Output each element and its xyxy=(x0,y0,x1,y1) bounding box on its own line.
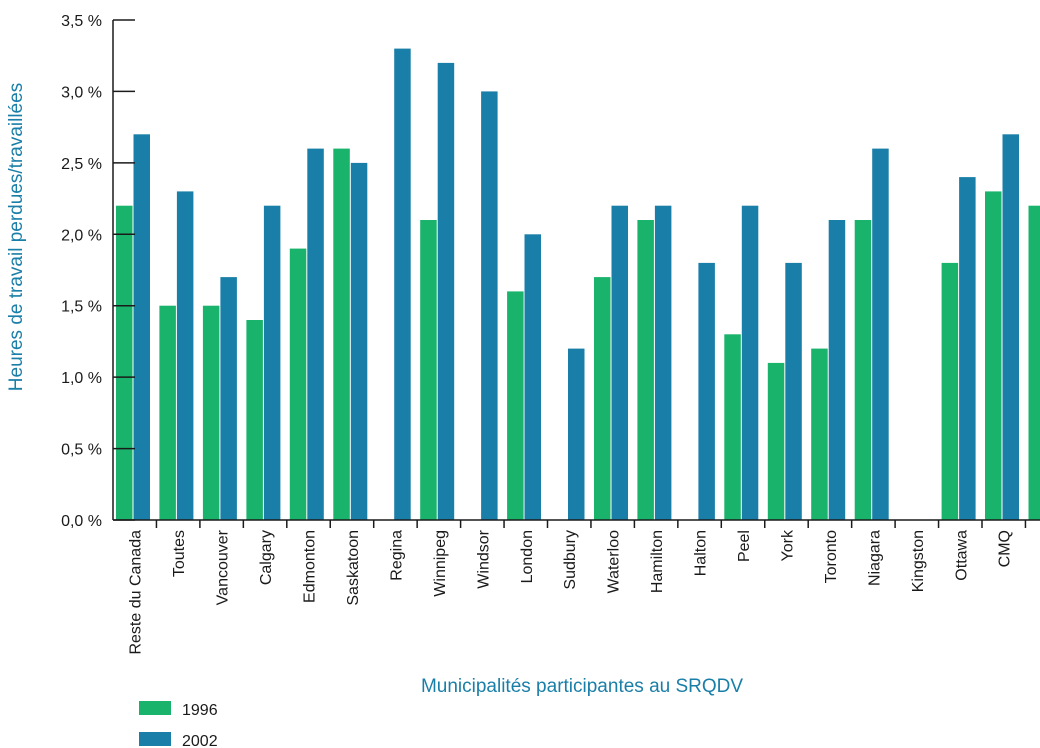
bar-1996-cmq xyxy=(985,191,1002,520)
bar-1996-peel xyxy=(724,334,741,520)
bar-1996-edmonton xyxy=(289,248,307,520)
bar-2002-waterloo xyxy=(611,205,628,520)
bar-1996-toronto xyxy=(811,348,828,520)
x-tick-label: Windsor xyxy=(475,529,492,588)
x-tick-label: Kingston xyxy=(910,530,927,592)
y-tick-label: 3,5 % xyxy=(61,13,102,30)
bar-2002-sudbury xyxy=(568,348,585,520)
bar-2002-toutes xyxy=(176,191,194,520)
bar-2002-edmonton xyxy=(307,148,324,520)
bar-2002-calgary xyxy=(263,205,281,520)
legend-swatch-1996 xyxy=(139,701,171,715)
x-tick-label: Saskatoon xyxy=(345,530,362,606)
bar-1996-vancouver xyxy=(202,305,220,520)
bar-2002-winnipeg xyxy=(437,62,455,521)
bar-2002-london xyxy=(524,234,541,521)
x-tick-label: Winnipeg xyxy=(432,530,449,597)
bar-1996-york xyxy=(767,362,785,520)
x-tick-label: Vancouver xyxy=(215,529,232,605)
x-tick-label: Reste du Canada xyxy=(128,530,145,655)
legend: 1996 2002 xyxy=(139,701,218,748)
legend-label-2002: 2002 xyxy=(182,733,218,748)
x-tick-label: CMQ xyxy=(997,530,1014,567)
bar-2002-regina xyxy=(394,48,411,520)
bar-2002-windsor xyxy=(481,91,498,521)
x-tick-label: Peel xyxy=(736,530,753,562)
y-axis-label: Heures de travail perdues/travaillées xyxy=(6,83,27,391)
x-tick-label: London xyxy=(519,530,536,583)
x-tick-label: Hamilton xyxy=(649,530,666,593)
x-tick-label: Toronto xyxy=(823,530,840,583)
y-tick-label: 1,5 % xyxy=(61,299,102,316)
x-tick-labels: Reste du Canada Toutes Vancouver Calgary Edm… xyxy=(128,529,1014,655)
y-tick-label: 0,5 % xyxy=(61,442,102,459)
legend-swatch-2002 xyxy=(139,732,171,746)
x-tick-label: Edmonton xyxy=(302,530,319,603)
bar-1996-winnipeg xyxy=(420,220,437,520)
bar-1996-calgary xyxy=(246,320,263,520)
bars-group xyxy=(116,48,1040,521)
bar-2002-halton xyxy=(698,262,715,520)
x-tick-label: Waterloo xyxy=(606,530,623,594)
y-tick-label: 1,0 % xyxy=(61,370,102,387)
x-tick-label: Regina xyxy=(388,530,405,581)
bar-1996-toutes xyxy=(159,305,176,520)
bar-1996-london xyxy=(507,291,524,520)
bar-2002-york xyxy=(785,262,802,520)
x-tick-label: Halton xyxy=(693,530,710,576)
bar-1996-ottawa xyxy=(941,262,959,520)
bar-1996-waterloo xyxy=(594,277,611,520)
bar-2002-cmq xyxy=(1002,134,1019,521)
bar-2002-niagara xyxy=(872,148,889,520)
bar-2002-toronto xyxy=(828,220,846,520)
y-tick-label: 2,5 % xyxy=(61,156,102,173)
bar-2002-hamilton xyxy=(654,205,672,520)
bar-1996-saskatoon xyxy=(333,148,350,520)
bar-1996-halifax xyxy=(1028,205,1040,520)
bar-1996-reste-du-canada xyxy=(116,205,133,520)
x-tick-label: Ottawa xyxy=(953,530,970,581)
bar-2002-reste-du-canada xyxy=(133,134,150,521)
x-tick-label: Toutes xyxy=(171,530,188,577)
bar-2002-saskatoon xyxy=(350,162,368,520)
axes-group xyxy=(112,19,1040,528)
x-tick-label: York xyxy=(780,529,797,561)
x-tick-label: Calgary xyxy=(258,530,275,585)
bar-1996-niagara xyxy=(854,220,872,520)
y-tick-label: 3,0 % xyxy=(61,84,102,101)
bar-1996-hamilton xyxy=(637,220,654,520)
bar-2002-peel xyxy=(741,205,759,520)
x-axis-label: Municipalités participantes au SRQDV xyxy=(421,676,743,697)
legend-label-1996: 1996 xyxy=(182,702,218,719)
bar-2002-vancouver xyxy=(220,277,237,520)
y-tick-label: 0,0 % xyxy=(61,513,102,530)
y-tick-labels: 0,0 % 0,5 % 1,0 % 1,5 % 2,0 % 2,5 % 3,0 % 3,5 % xyxy=(61,13,102,530)
x-tick-label: Sudbury xyxy=(562,530,579,590)
x-tick-label: Niagara xyxy=(866,530,883,586)
bar-2002-ottawa xyxy=(959,177,976,520)
y-tick-label: 2,0 % xyxy=(61,227,102,244)
